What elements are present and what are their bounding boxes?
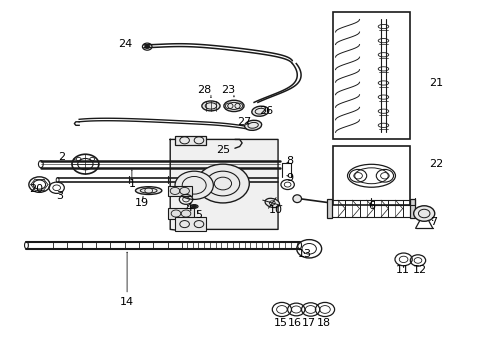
Text: 18: 18: [316, 318, 330, 328]
Text: 4: 4: [185, 203, 193, 213]
Text: 16: 16: [287, 318, 301, 328]
Text: 6: 6: [367, 202, 374, 211]
Ellipse shape: [251, 106, 268, 116]
Text: 28: 28: [196, 85, 210, 95]
Ellipse shape: [135, 187, 162, 194]
Text: 17: 17: [302, 318, 316, 328]
Text: 21: 21: [428, 78, 442, 88]
Ellipse shape: [244, 120, 261, 130]
Bar: [175, 217, 206, 231]
Text: 8: 8: [286, 156, 293, 166]
Text: 24: 24: [118, 39, 132, 49]
Circle shape: [175, 171, 213, 199]
Text: 26: 26: [259, 106, 273, 116]
Text: 25: 25: [215, 145, 229, 155]
Text: 13: 13: [297, 249, 311, 259]
Text: 9: 9: [286, 173, 293, 183]
Text: 12: 12: [411, 265, 426, 275]
Text: 7: 7: [429, 217, 436, 227]
Text: 11: 11: [395, 265, 409, 275]
Text: 5: 5: [195, 210, 202, 220]
Bar: [167, 186, 191, 196]
Text: 3: 3: [57, 191, 63, 201]
Circle shape: [196, 164, 249, 203]
Text: 14: 14: [120, 297, 134, 307]
Text: 1: 1: [128, 179, 135, 189]
Text: 27: 27: [237, 117, 251, 127]
Ellipse shape: [264, 198, 279, 208]
Ellipse shape: [202, 101, 220, 111]
Circle shape: [144, 45, 149, 48]
Polygon shape: [170, 139, 278, 231]
Ellipse shape: [292, 195, 301, 203]
Text: 19: 19: [134, 198, 148, 208]
Text: 20: 20: [29, 184, 43, 194]
Bar: [332, 13, 409, 139]
Bar: [175, 136, 206, 145]
Ellipse shape: [224, 100, 244, 112]
Bar: [332, 147, 409, 205]
Bar: [167, 208, 194, 219]
Text: 2: 2: [58, 152, 64, 162]
Text: 22: 22: [428, 159, 442, 169]
Bar: [326, 199, 331, 218]
Text: 10: 10: [268, 205, 282, 215]
Circle shape: [413, 206, 434, 221]
Text: 15: 15: [273, 318, 287, 328]
Circle shape: [191, 205, 196, 208]
Bar: [409, 199, 414, 218]
Text: 23: 23: [220, 85, 234, 95]
